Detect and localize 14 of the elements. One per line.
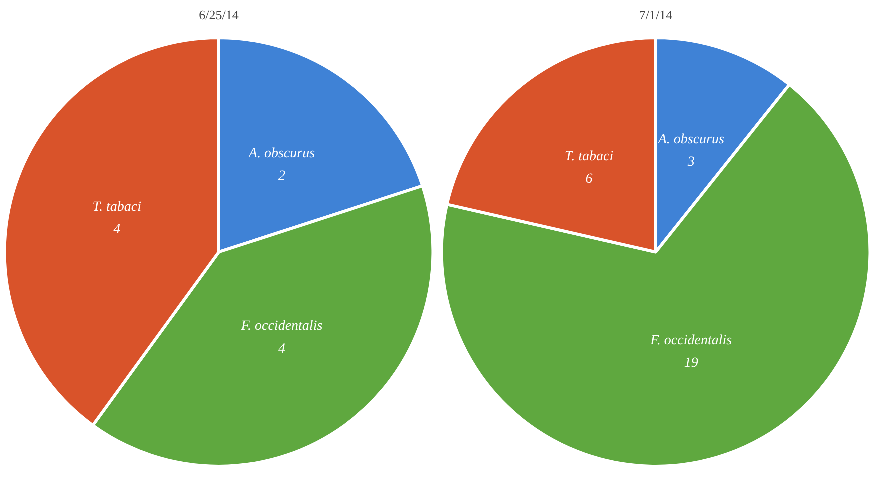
slice-label: T. tabaci <box>564 150 614 165</box>
slice-label: F. occidentalis <box>240 319 324 334</box>
data-label: 4 <box>278 342 286 357</box>
slice-label: A. obscurus <box>248 146 316 162</box>
data-label: 2 <box>278 169 286 184</box>
data-label: 4 <box>114 222 121 238</box>
slice-label: A. obscurus <box>657 132 725 148</box>
data-label: 19 <box>684 356 698 372</box>
slice-label: T. tabaci <box>92 200 142 216</box>
slice-label: F. occidentalis <box>650 334 733 349</box>
chart-title: 7/1/14 <box>639 8 674 22</box>
chart-title: 6/25/14 <box>199 8 240 22</box>
data-label: 3 <box>686 154 695 170</box>
data-label: 6 <box>586 172 593 188</box>
